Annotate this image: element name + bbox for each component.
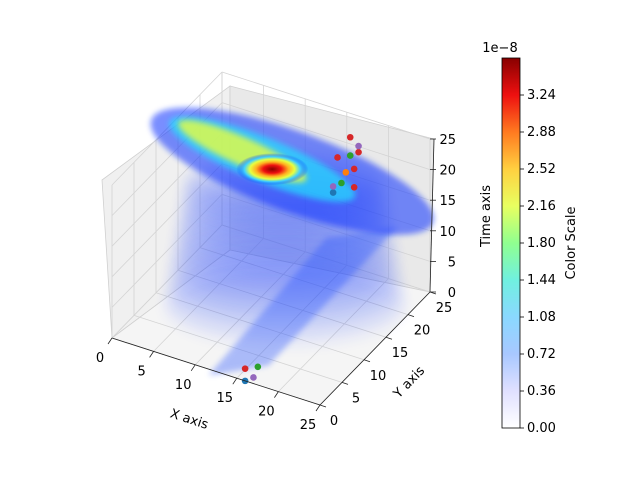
x-tick-label: 25 bbox=[300, 418, 317, 433]
trajectory-point bbox=[350, 165, 358, 173]
trajectory-point bbox=[355, 142, 362, 150]
colorbar-tick-label: 3.24 bbox=[527, 88, 556, 103]
colorbar-tick-label: 1.08 bbox=[527, 310, 556, 325]
trajectory-points bbox=[241, 133, 362, 385]
field-sheet-lower bbox=[208, 227, 397, 376]
trajectory-point bbox=[334, 154, 341, 161]
trajectory-point bbox=[355, 148, 362, 156]
colorbar-ticks: 0.00 0.36 0.72 1.08 1.44 1.80 2.16 2.52 2.88 3.24 bbox=[520, 88, 556, 436]
y-tick bbox=[341, 382, 349, 385]
y-tick bbox=[407, 314, 415, 317]
x-tick bbox=[315, 404, 321, 412]
y-tick-label: 25 bbox=[436, 301, 453, 316]
y-tick-label: 0 bbox=[330, 414, 338, 429]
field-hotspot bbox=[236, 153, 309, 186]
colorbar-tick-label: 0.36 bbox=[527, 384, 556, 399]
trajectory-point bbox=[254, 363, 262, 371]
x-axis-line bbox=[111, 337, 321, 406]
colorbar-label: Color Scale bbox=[564, 206, 579, 279]
colorbar-tick-label: 0.72 bbox=[527, 347, 556, 362]
z-tick-label: 0 bbox=[448, 286, 456, 301]
x-tick bbox=[232, 377, 238, 385]
z-tick-label: 20 bbox=[439, 164, 456, 179]
y-axis-line bbox=[319, 291, 431, 406]
x-tick-label: 5 bbox=[137, 364, 145, 379]
x-axis-label: X axis bbox=[168, 406, 210, 432]
trajectory-point bbox=[241, 365, 249, 372]
trajectory-point bbox=[342, 169, 350, 176]
colorbar-gradient bbox=[501, 57, 521, 429]
z-axis-line bbox=[429, 138, 435, 293]
y-tick-label: 5 bbox=[352, 391, 360, 406]
back-grid-t bbox=[221, 71, 431, 140]
x-ticks: 0 5 10 15 20 25 bbox=[96, 337, 321, 433]
x-tick-label: 20 bbox=[258, 405, 275, 420]
trajectory-point bbox=[338, 179, 345, 187]
colorbar-tick-label: 1.44 bbox=[527, 273, 556, 288]
x-tick bbox=[190, 364, 196, 372]
y-tick bbox=[385, 336, 393, 340]
colorbar-tick-label: 2.88 bbox=[527, 125, 556, 140]
x-tick-label: 10 bbox=[175, 378, 192, 393]
trajectory-point bbox=[329, 189, 337, 196]
y-tick bbox=[319, 404, 327, 408]
z-axis-label: Time axis bbox=[479, 185, 494, 248]
x-tick bbox=[107, 337, 113, 345]
colorbar: 1e−8 0.00 0.36 0.72 1.08 1.44 1.80 2.16 2.52 2.8… bbox=[482, 41, 579, 436]
z-tick-label: 25 bbox=[439, 133, 456, 148]
axis-edges bbox=[111, 138, 435, 406]
z-tick-label: 5 bbox=[448, 255, 456, 270]
y-tick bbox=[363, 359, 371, 363]
z-ticks: 0 5 10 15 20 25 bbox=[430, 133, 456, 301]
trajectory-point bbox=[350, 183, 358, 191]
x-tick bbox=[274, 391, 279, 398]
x-tick bbox=[149, 351, 154, 358]
z-tick-label: 10 bbox=[439, 225, 456, 240]
y-tick-label: 15 bbox=[392, 346, 409, 361]
y-axis-label: Y axis bbox=[390, 363, 428, 402]
volume-field bbox=[150, 107, 434, 376]
x-tick-label: 15 bbox=[217, 391, 234, 406]
back-grid-t bbox=[221, 102, 431, 170]
colorbar-offset-text: 1e−8 bbox=[482, 41, 517, 56]
x-tick-label: 0 bbox=[96, 351, 104, 366]
trajectory-point bbox=[250, 374, 257, 381]
trajectory-point bbox=[346, 133, 354, 141]
colorbar-tick-label: 2.52 bbox=[527, 162, 556, 177]
z-tick-label: 15 bbox=[439, 194, 456, 209]
y-tick-label: 20 bbox=[414, 324, 431, 339]
trajectory-point bbox=[329, 183, 337, 190]
trajectory-point bbox=[346, 152, 354, 159]
colorbar-tick-label: 0.00 bbox=[527, 421, 556, 436]
colorbar-tick-label: 2.16 bbox=[527, 199, 556, 214]
y-tick-label: 10 bbox=[370, 369, 387, 384]
colorbar-tick-label: 1.80 bbox=[527, 236, 556, 251]
